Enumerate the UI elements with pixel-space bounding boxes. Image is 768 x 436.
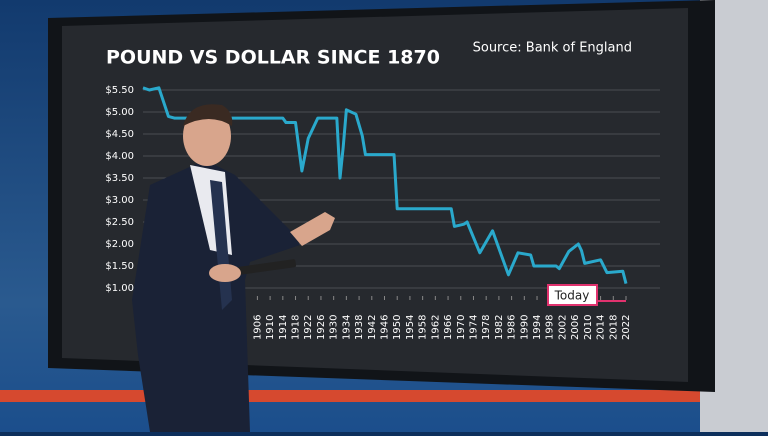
presenter-suit bbox=[132, 160, 300, 432]
x-tick-label: 1950 bbox=[392, 315, 403, 340]
presenter-left-hand bbox=[209, 264, 241, 282]
x-tick-label: 1906 bbox=[252, 315, 263, 340]
x-tick-label: 1970 bbox=[456, 315, 467, 340]
x-tick-label: 1998 bbox=[545, 315, 556, 340]
x-tick-label: 2014 bbox=[596, 315, 607, 340]
presenter bbox=[132, 104, 335, 432]
today-box bbox=[547, 284, 598, 306]
data-line bbox=[142, 86, 628, 284]
x-tick-label: 1930 bbox=[329, 315, 340, 340]
x-tick-label: 1934 bbox=[341, 315, 352, 340]
y-tick-label: $1.00 bbox=[105, 283, 134, 294]
x-tick-label: 1914 bbox=[278, 315, 289, 340]
x-tick-label: 1958 bbox=[418, 315, 429, 340]
studio-stripe bbox=[0, 390, 768, 402]
presenter-hand bbox=[290, 212, 335, 246]
x-tick-label: 2010 bbox=[583, 315, 594, 340]
y-tick-label: $5.00 bbox=[105, 107, 134, 118]
y-tick-label: $2.50 bbox=[105, 217, 134, 228]
chart-title: POUND VS DOLLAR SINCE 1870 bbox=[106, 47, 440, 69]
x-tick-label: 2006 bbox=[570, 315, 581, 340]
y-tick-label: $1.50 bbox=[105, 261, 134, 272]
x-tick-label: 1954 bbox=[405, 315, 416, 340]
y-tick-label: $3.00 bbox=[105, 195, 134, 206]
x-tick-label: 1974 bbox=[468, 315, 479, 340]
y-tick-label: $3.50 bbox=[105, 173, 134, 184]
x-tick-label: 1978 bbox=[481, 315, 492, 340]
x-tick-label: 1942 bbox=[367, 315, 378, 340]
x-tick-label: 1918 bbox=[291, 315, 302, 340]
x-tick-label: 1962 bbox=[430, 315, 441, 340]
x-tick-label: 1982 bbox=[494, 315, 505, 340]
x-tick-label: 1990 bbox=[519, 315, 530, 340]
x-tick-label: 1986 bbox=[507, 315, 518, 340]
presenter-tablet bbox=[237, 259, 297, 275]
y-tick-label: $2.00 bbox=[105, 239, 134, 250]
y-tick-label: $4.00 bbox=[105, 151, 134, 162]
x-tick-label: 2018 bbox=[608, 315, 619, 340]
x-tick-label: 1946 bbox=[380, 315, 391, 340]
x-tick-label: 1910 bbox=[265, 315, 276, 340]
x-tick-label: 1922 bbox=[303, 315, 314, 340]
y-tick-label: $4.50 bbox=[105, 129, 134, 140]
x-tick-label: 2022 bbox=[621, 315, 632, 340]
x-tick-label: 1966 bbox=[443, 315, 454, 340]
today-label: Today bbox=[554, 289, 590, 303]
x-tick-label: 1994 bbox=[532, 315, 543, 340]
presenter-hair bbox=[183, 104, 233, 126]
source-note: Source: Bank of England bbox=[473, 41, 632, 56]
x-tick-label: 2002 bbox=[557, 315, 568, 340]
x-tick-label: 1926 bbox=[316, 315, 327, 340]
y-tick-label: $5.50 bbox=[105, 85, 134, 96]
x-tick-label: 1938 bbox=[354, 315, 365, 340]
